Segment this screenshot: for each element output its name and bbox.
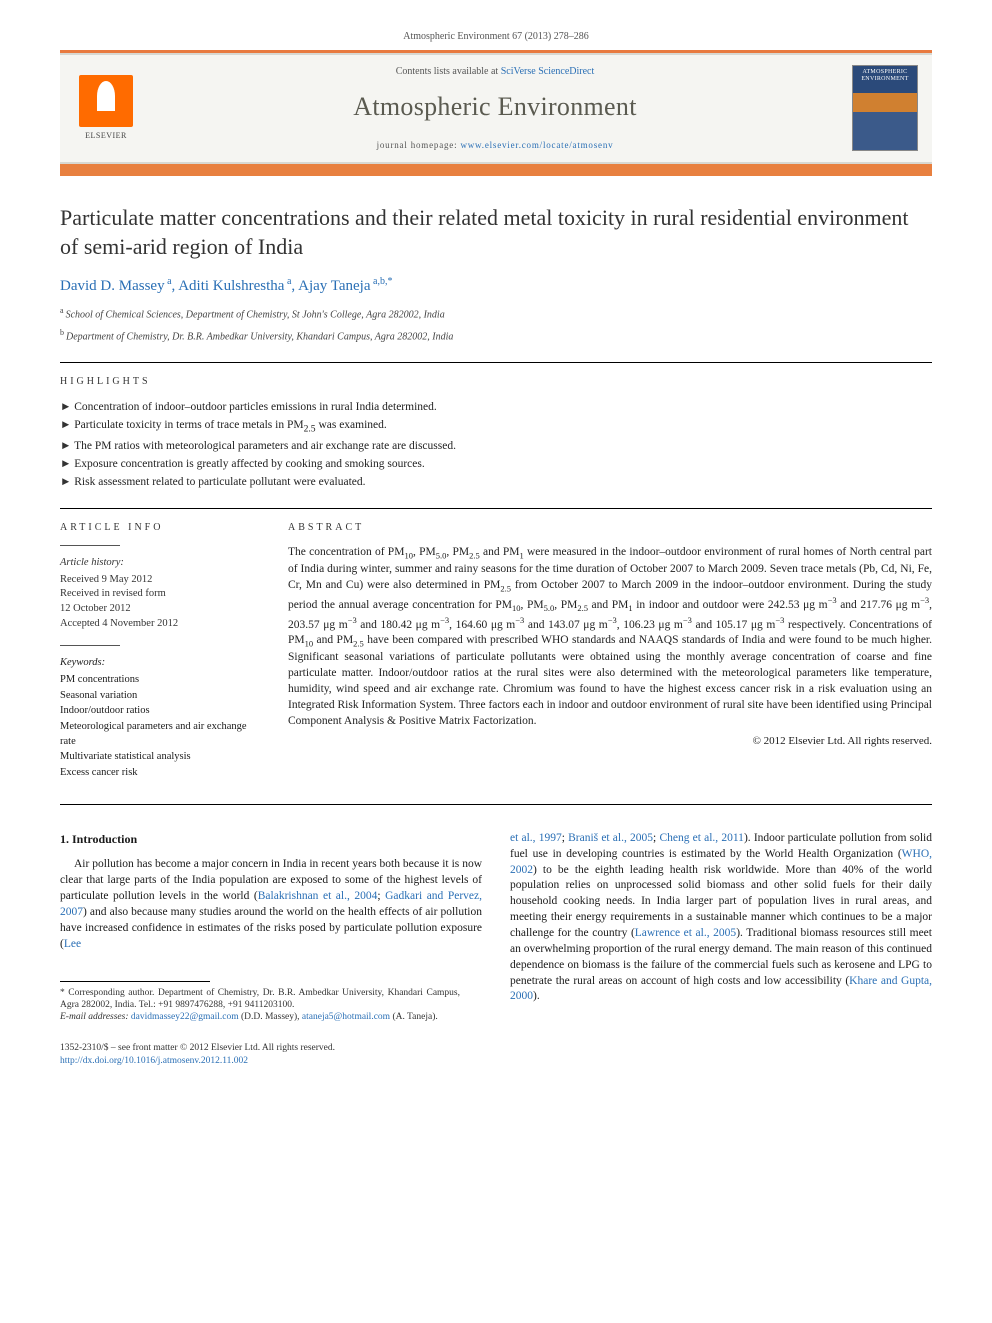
- issn-line: 1352-2310/$ – see front matter © 2012 El…: [60, 1042, 335, 1055]
- highlights-list: Concentration of indoor–outdoor particle…: [60, 399, 932, 490]
- author-name: Ajay Taneja: [298, 278, 370, 294]
- info-rule-1: [60, 545, 120, 546]
- copyright-line: © 2012 Elsevier Ltd. All rights reserved…: [288, 734, 932, 749]
- rule-before-highlights: [60, 362, 932, 363]
- article-title: Particulate matter concentrations and th…: [60, 204, 932, 261]
- citation-line: Atmospheric Environment 67 (2013) 278–28…: [60, 30, 932, 44]
- abstract-column: ABSTRACT The concentration of PM10, PM5.…: [288, 521, 932, 782]
- intro-paragraph-left: Air pollution has become a major concern…: [60, 857, 482, 952]
- history-line: Received 9 May 2012: [60, 573, 260, 588]
- keyword: Excess cancer risk: [60, 766, 260, 781]
- ref-balakrishnan-2004[interactable]: Balakrishnan et al., 2004: [258, 890, 378, 902]
- keyword: Multivariate statistical analysis: [60, 750, 260, 765]
- footnote-rule: [60, 981, 210, 982]
- article-info-heading: ARTICLE INFO: [60, 521, 260, 535]
- email2-owner: (A. Taneja).: [392, 1012, 437, 1022]
- keyword: Meteorological parameters and air exchan…: [60, 720, 260, 749]
- corresponding-author: * Corresponding author. Department of Ch…: [60, 987, 460, 1012]
- ref-branis-2005[interactable]: Braniš et al., 2005: [568, 832, 653, 844]
- highlight-item: Particulate toxicity in terms of trace m…: [60, 417, 932, 436]
- affiliation-line: a School of Chemical Sciences, Departmen…: [60, 305, 932, 322]
- body-columns: 1. Introduction Air pollution has become…: [60, 831, 932, 1024]
- keywords-label: Keywords:: [60, 656, 260, 671]
- author-name: David D. Massey: [60, 278, 165, 294]
- footnotes: * Corresponding author. Department of Ch…: [60, 987, 460, 1024]
- author-affil-mark: a,b,*: [371, 276, 393, 287]
- highlight-item: Risk assessment related to particulate p…: [60, 474, 932, 490]
- body-col-right: et al., 1997; Braniš et al., 2005; Cheng…: [510, 831, 932, 1024]
- homepage-line: journal homepage: www.elsevier.com/locat…: [154, 139, 836, 152]
- elsevier-tree-icon: [79, 75, 133, 127]
- email-label: E-mail addresses:: [60, 1012, 129, 1022]
- cover-label: ATMOSPHERICENVIRONMENT: [853, 69, 917, 82]
- rule-after-abstract: [60, 804, 932, 805]
- authors-line: David D. Massey a, Aditi Kulshrestha a, …: [60, 275, 932, 297]
- history-line: Received in revised form: [60, 587, 260, 602]
- rule-before-info: [60, 508, 932, 509]
- journal-title: Atmospheric Environment: [154, 89, 836, 125]
- article-history-block: Article history: Received 9 May 2012Rece…: [60, 556, 260, 631]
- abstract-body: The concentration of PM10, PM5.0, PM2.5 …: [288, 545, 932, 730]
- keyword: Indoor/outdoor ratios: [60, 704, 260, 719]
- elsevier-label: ELSEVIER: [85, 130, 127, 141]
- contents-prefix: Contents lists available at: [396, 66, 501, 77]
- bottom-orange-rule: [60, 164, 932, 176]
- sciencedirect-link[interactable]: SciVerse ScienceDirect: [501, 66, 595, 77]
- highlight-item: The PM ratios with meteorological parame…: [60, 438, 932, 454]
- contents-available-line: Contents lists available at SciVerse Sci…: [154, 65, 836, 79]
- homepage-prefix: journal homepage:: [377, 140, 461, 150]
- bottom-bar: 1352-2310/$ – see front matter © 2012 El…: [60, 1042, 932, 1069]
- history-label: Article history:: [60, 556, 260, 571]
- email-taneja[interactable]: ataneja5@hotmail.com: [302, 1012, 390, 1022]
- doi-link[interactable]: http://dx.doi.org/10.1016/j.atmosenv.201…: [60, 1056, 248, 1066]
- elsevier-logo: ELSEVIER: [74, 72, 138, 144]
- ref-cheng-2011[interactable]: Cheng et al., 2011: [659, 832, 744, 844]
- highlight-item: Concentration of indoor–outdoor particle…: [60, 399, 932, 415]
- ref-lee-part2[interactable]: et al., 1997: [510, 832, 562, 844]
- history-line: Accepted 4 November 2012: [60, 617, 260, 632]
- info-rule-2: [60, 645, 120, 646]
- email-addresses: E-mail addresses: davidmassey22@gmail.co…: [60, 1011, 460, 1023]
- keyword: PM concentrations: [60, 673, 260, 688]
- affiliation-line: b Department of Chemistry, Dr. B.R. Ambe…: [60, 327, 932, 344]
- author-affil-mark: a: [165, 276, 172, 287]
- article-info-column: ARTICLE INFO Article history: Received 9…: [60, 521, 260, 782]
- abstract-heading: ABSTRACT: [288, 521, 932, 535]
- author-affil-mark: a: [284, 276, 291, 287]
- body-col-left: 1. Introduction Air pollution has become…: [60, 831, 482, 1024]
- author-name: Aditi Kulshrestha: [178, 278, 284, 294]
- highlights-heading: HIGHLIGHTS: [60, 375, 932, 389]
- journal-homepage-link[interactable]: www.elsevier.com/locate/atmosenv: [460, 140, 613, 150]
- introduction-heading: 1. Introduction: [60, 831, 482, 848]
- highlight-item: Exposure concentration is greatly affect…: [60, 456, 932, 472]
- email1-owner: (D.D. Massey),: [241, 1012, 300, 1022]
- journal-header: ELSEVIER Contents lists available at Sci…: [60, 53, 932, 164]
- intro-paragraph-right: et al., 1997; Braniš et al., 2005; Cheng…: [510, 831, 932, 1005]
- keyword: Seasonal variation: [60, 689, 260, 704]
- keywords-block: Keywords: PM concentrationsSeasonal vari…: [60, 656, 260, 781]
- history-line: 12 October 2012: [60, 602, 260, 617]
- ref-lee-part1[interactable]: Lee: [64, 938, 81, 950]
- email-massey[interactable]: davidmassey22@gmail.com: [131, 1012, 239, 1022]
- journal-cover-thumbnail: ATMOSPHERICENVIRONMENT: [852, 65, 918, 151]
- ref-lawrence-2005[interactable]: Lawrence et al., 2005: [635, 927, 736, 939]
